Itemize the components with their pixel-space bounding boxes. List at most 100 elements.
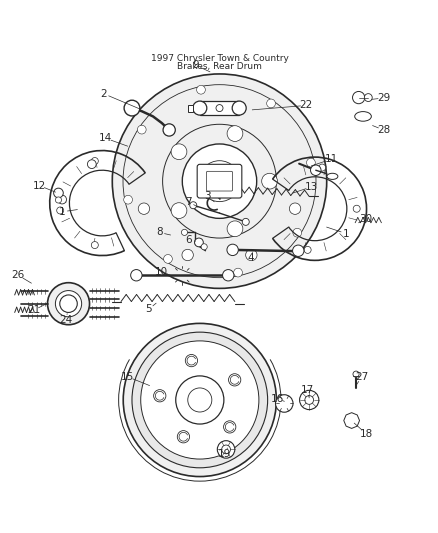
Text: 14: 14 bbox=[99, 133, 112, 143]
Circle shape bbox=[189, 201, 196, 209]
Circle shape bbox=[198, 161, 240, 201]
Circle shape bbox=[318, 164, 325, 171]
FancyBboxPatch shape bbox=[206, 171, 232, 191]
Circle shape bbox=[304, 395, 313, 405]
Text: 18: 18 bbox=[359, 429, 372, 439]
Circle shape bbox=[299, 390, 318, 409]
Circle shape bbox=[187, 388, 212, 412]
Circle shape bbox=[57, 207, 64, 214]
Circle shape bbox=[58, 195, 66, 204]
Circle shape bbox=[221, 445, 230, 454]
Circle shape bbox=[292, 228, 301, 237]
Circle shape bbox=[181, 229, 187, 236]
Circle shape bbox=[353, 205, 359, 212]
Circle shape bbox=[266, 99, 275, 108]
Circle shape bbox=[162, 124, 276, 238]
Circle shape bbox=[60, 295, 77, 312]
Circle shape bbox=[304, 246, 311, 253]
Circle shape bbox=[292, 245, 303, 256]
Circle shape bbox=[138, 203, 149, 214]
Text: 6: 6 bbox=[185, 235, 192, 245]
Circle shape bbox=[228, 374, 240, 386]
Circle shape bbox=[124, 100, 140, 116]
Circle shape bbox=[181, 249, 193, 261]
Text: 2: 2 bbox=[100, 88, 106, 99]
Circle shape bbox=[131, 270, 142, 281]
Circle shape bbox=[194, 238, 203, 247]
Circle shape bbox=[310, 165, 320, 175]
Circle shape bbox=[55, 290, 81, 317]
Circle shape bbox=[123, 85, 315, 278]
Circle shape bbox=[171, 203, 187, 219]
Text: 15: 15 bbox=[121, 372, 134, 382]
Text: 13: 13 bbox=[304, 182, 317, 192]
Circle shape bbox=[91, 158, 98, 165]
Circle shape bbox=[275, 395, 292, 412]
Text: 21: 21 bbox=[27, 305, 40, 315]
Circle shape bbox=[137, 125, 146, 134]
Circle shape bbox=[53, 188, 63, 198]
Text: 10: 10 bbox=[155, 266, 168, 277]
Circle shape bbox=[222, 270, 233, 281]
Text: Brakes, Rear Drum: Brakes, Rear Drum bbox=[177, 62, 261, 71]
Circle shape bbox=[123, 324, 276, 477]
Text: 22: 22 bbox=[299, 100, 312, 110]
Bar bbox=[199, 101, 239, 115]
Text: 28: 28 bbox=[376, 125, 389, 135]
Circle shape bbox=[47, 282, 89, 325]
Circle shape bbox=[171, 144, 187, 159]
Circle shape bbox=[233, 268, 242, 277]
Circle shape bbox=[192, 101, 206, 115]
Circle shape bbox=[177, 431, 189, 443]
Text: 27: 27 bbox=[354, 372, 367, 382]
Circle shape bbox=[289, 203, 300, 214]
Circle shape bbox=[124, 195, 132, 204]
Text: 8: 8 bbox=[155, 228, 162, 237]
Circle shape bbox=[359, 113, 366, 120]
Circle shape bbox=[162, 124, 175, 136]
Text: 16: 16 bbox=[270, 394, 283, 403]
Circle shape bbox=[242, 219, 249, 225]
Circle shape bbox=[201, 244, 207, 250]
Text: 29: 29 bbox=[376, 93, 389, 103]
Text: 4: 4 bbox=[247, 253, 254, 263]
Circle shape bbox=[306, 158, 314, 167]
Circle shape bbox=[217, 441, 234, 458]
Circle shape bbox=[226, 126, 242, 141]
Circle shape bbox=[352, 92, 364, 104]
Circle shape bbox=[232, 101, 246, 115]
Text: 19: 19 bbox=[218, 449, 231, 459]
Text: 17: 17 bbox=[300, 385, 313, 395]
Text: 11: 11 bbox=[324, 154, 337, 164]
Circle shape bbox=[175, 376, 223, 424]
Text: 30: 30 bbox=[359, 214, 372, 224]
Ellipse shape bbox=[354, 111, 371, 121]
Circle shape bbox=[153, 390, 166, 402]
Circle shape bbox=[55, 197, 61, 203]
Circle shape bbox=[226, 221, 242, 237]
Text: 7: 7 bbox=[185, 197, 192, 207]
Text: 12: 12 bbox=[32, 181, 46, 190]
Text: 26: 26 bbox=[11, 270, 25, 280]
Circle shape bbox=[112, 74, 326, 288]
Circle shape bbox=[185, 354, 197, 367]
FancyBboxPatch shape bbox=[197, 164, 241, 198]
Circle shape bbox=[223, 421, 235, 433]
Circle shape bbox=[347, 417, 355, 424]
Circle shape bbox=[352, 371, 358, 377]
Text: 9: 9 bbox=[192, 60, 198, 70]
Bar bbox=[187, 104, 192, 111]
Circle shape bbox=[261, 173, 277, 189]
Circle shape bbox=[87, 160, 96, 168]
Circle shape bbox=[226, 244, 238, 255]
Circle shape bbox=[132, 332, 267, 468]
Text: 24: 24 bbox=[59, 315, 72, 325]
Text: 1: 1 bbox=[343, 229, 349, 239]
Circle shape bbox=[215, 104, 223, 111]
Circle shape bbox=[91, 241, 98, 248]
Circle shape bbox=[364, 94, 371, 101]
Text: 5: 5 bbox=[145, 304, 152, 314]
Circle shape bbox=[196, 85, 205, 94]
Circle shape bbox=[163, 255, 172, 263]
Circle shape bbox=[182, 144, 256, 219]
